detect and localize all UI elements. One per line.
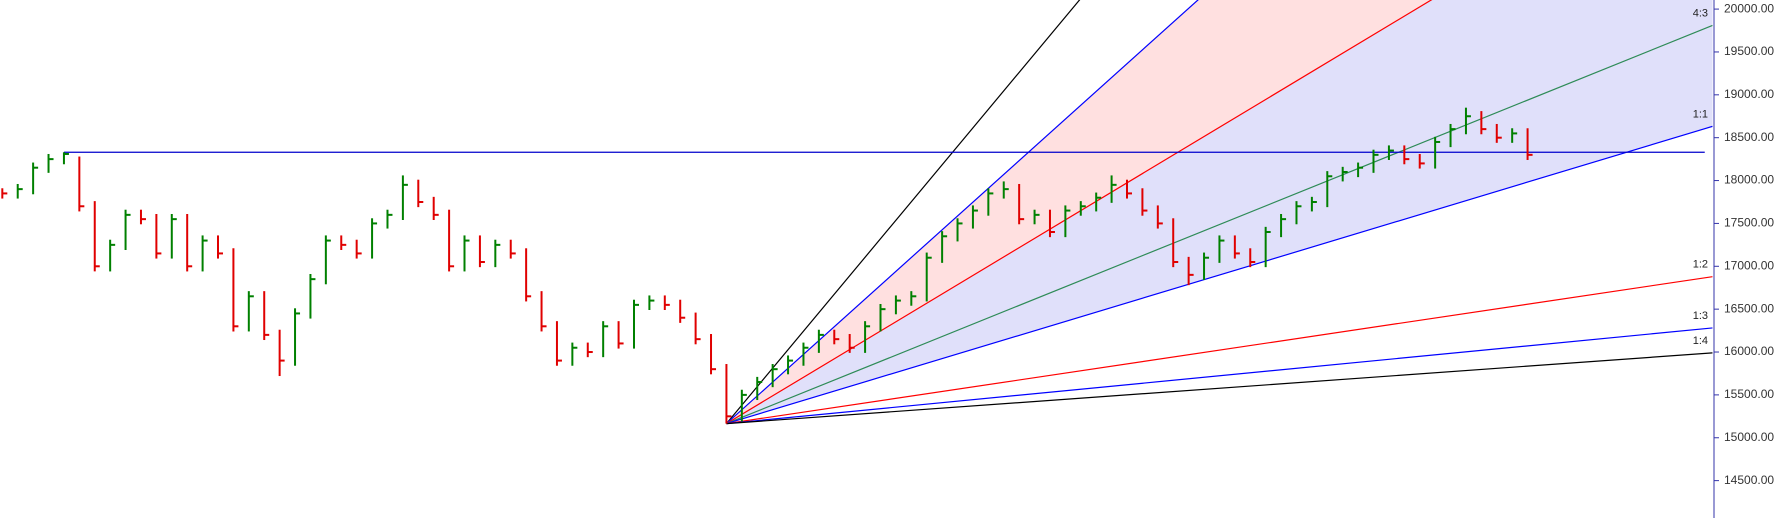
y-tick-label: 17500.00	[1724, 216, 1774, 230]
fan-line	[726, 24, 1713, 425]
y-tick-label: 17000.00	[1724, 258, 1774, 272]
fan-fill	[726, 0, 1713, 424]
y-tick-label: 19000.00	[1724, 87, 1774, 101]
fan-label: 1:4	[1693, 335, 1708, 347]
y-tick-label: 18500.00	[1724, 130, 1774, 144]
y-tick-label: 18000.00	[1724, 173, 1774, 187]
y-tick-label: 19500.00	[1724, 44, 1774, 58]
y-tick-label: 20000.00	[1724, 1, 1774, 15]
fan-line	[726, 125, 1713, 425]
fan-line	[726, 352, 1713, 425]
y-tick-label: 16000.00	[1724, 344, 1774, 358]
y-axis: 14500.00 15000.00 15500.00 16000.00 16500.00…	[1713, 0, 1786, 518]
y-tick-label: 15000.00	[1724, 430, 1774, 444]
fan-label: 1:2	[1693, 259, 1708, 271]
fan-line	[725, 0, 1081, 424]
axis-background	[1714, 0, 1786, 518]
fan-line	[726, 327, 1713, 425]
fan-label: 1:3	[1693, 310, 1708, 322]
plot-area	[1, 0, 1713, 425]
fan-line	[726, 0, 1199, 425]
fan-label: 4:3	[1693, 7, 1708, 19]
y-tick-label: 16500.00	[1724, 301, 1774, 315]
y-tick-label: 14500.00	[1724, 473, 1774, 487]
fan-line	[726, 0, 1433, 425]
fan-label: 1:1	[1693, 108, 1708, 120]
fan-line	[726, 276, 1713, 425]
y-tick-label: 15500.00	[1724, 387, 1774, 401]
